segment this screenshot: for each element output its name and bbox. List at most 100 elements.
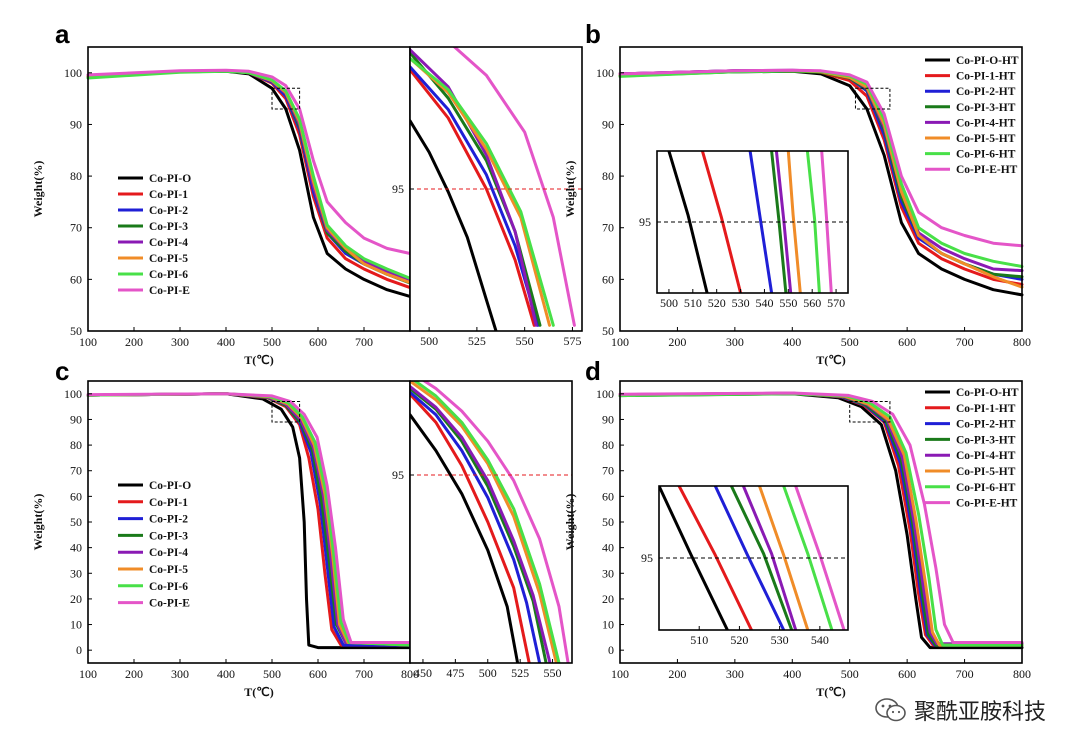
inset-line-6: [782, 486, 834, 630]
legend-label: Co-PI-1-HT: [956, 71, 1016, 83]
y-tick-label: 50: [602, 515, 614, 529]
legend-label: Co-PI-4: [149, 237, 188, 249]
y-tick-label: 100: [596, 387, 614, 401]
y-tick-label: 70: [70, 464, 82, 478]
legend-label: Co-PI-4-HT: [956, 117, 1016, 129]
y-tick-label: 90: [70, 412, 82, 426]
inset-line-6: [410, 56, 555, 327]
x-axis-label: T(℃): [816, 353, 845, 367]
inset-line-3: [770, 151, 788, 293]
y-tick-label: 100: [596, 66, 614, 80]
inset-line-4: [410, 385, 552, 663]
inset: 95 500 525 550 575: [392, 46, 583, 348]
inset-x-tick-label: 530: [771, 633, 789, 647]
x-axis-label: T(℃): [244, 685, 273, 699]
y-tick-label: 20: [602, 592, 614, 606]
plot-frame: [87, 380, 411, 664]
x-tick-label: 600: [309, 667, 327, 681]
plot-frame: [87, 46, 411, 332]
inset-line-3: [729, 486, 794, 630]
y-tick-label: 100: [64, 66, 82, 80]
panel-letter: a: [55, 19, 70, 49]
watermark: 聚酰亚胺科技: [874, 694, 1046, 726]
y-tick-label: 70: [70, 221, 82, 235]
x-tick-label: 600: [898, 335, 916, 349]
legend-label: Co-PI-O-HT: [956, 55, 1019, 67]
inset-line-O: [410, 413, 520, 663]
legend: Co-PI-O-HT Co-PI-1-HT Co-PI-2-HT Co-PI-3-HT…: [925, 387, 1019, 510]
inset-x-tick-label: 550: [516, 334, 534, 348]
inset-x-tick-label: 550: [779, 296, 797, 310]
x-tick-label: 200: [125, 335, 143, 349]
y-axis-label: Weight(%): [563, 161, 577, 218]
inset-line-5: [410, 381, 558, 663]
x-tick-label: 600: [898, 667, 916, 681]
legend-label: Co-PI-6-HT: [956, 149, 1016, 161]
inset-x-tick-label: 500: [660, 296, 678, 310]
x-tick-label: 700: [355, 335, 373, 349]
inset-x-tick-label: 500: [479, 666, 497, 680]
legend-label: Co-PI-1-HT: [956, 403, 1016, 415]
reference-label: 95: [392, 468, 404, 482]
y-tick-label: 30: [70, 566, 82, 580]
inset-x-tick-label: 520: [708, 296, 726, 310]
inset-line-4: [410, 48, 538, 327]
series-group: [618, 391, 1024, 650]
x-tick-label: 500: [263, 335, 281, 349]
inset-x-tick-label: 500: [420, 334, 438, 348]
inset-x-tick-label: 450: [414, 666, 432, 680]
inset-line-4: [741, 486, 798, 630]
x-tick-label: 300: [171, 667, 189, 681]
series-line-2: [86, 69, 412, 283]
series-line-6: [86, 69, 412, 280]
y-tick-label: 70: [602, 464, 614, 478]
x-tick-label: 400: [783, 667, 801, 681]
legend-label: Co-PI-2-HT: [956, 86, 1016, 98]
y-tick-label: 90: [602, 117, 614, 131]
x-tick-label: 800: [1013, 335, 1031, 349]
inset-line-2: [748, 151, 774, 293]
plot-frame: [619, 46, 1023, 332]
series-line-E: [618, 391, 1024, 644]
reference-label: 95: [639, 215, 651, 229]
x-tick-label: 500: [841, 335, 859, 349]
x-tick-label: 800: [1013, 667, 1031, 681]
inset-x-tick-label: 560: [803, 296, 821, 310]
wechat-logo-icon: [875, 698, 906, 722]
inset-x-tick-label: 530: [732, 296, 750, 310]
x-tick-label: 700: [956, 667, 974, 681]
legend: Co-PI-O-HT Co-PI-1-HT Co-PI-2-HT Co-PI-3-HT…: [925, 55, 1019, 176]
inset-line-5: [786, 151, 802, 293]
inset-line-E: [794, 486, 846, 630]
legend-label: Co-PI-O-HT: [956, 387, 1019, 399]
legend-label: Co-PI-3-HT: [956, 434, 1016, 446]
x-tick-label: 200: [125, 667, 143, 681]
inset-line-5: [758, 486, 810, 630]
y-tick-label: 80: [70, 438, 82, 452]
legend-label: Co-PI-3: [149, 530, 188, 542]
x-tick-label: 800: [401, 667, 419, 681]
x-tick-label: 300: [171, 335, 189, 349]
series-group: [618, 68, 1024, 297]
series-line-E: [86, 68, 412, 255]
series-line-E: [86, 392, 412, 644]
inset-line-E: [820, 151, 833, 293]
inset-x-tick-label: 525: [511, 666, 529, 680]
inset-x-tick-label: 540: [755, 296, 773, 310]
inset-x-tick-label: 540: [811, 633, 829, 647]
inset-x-tick-label: 475: [446, 666, 464, 680]
y-tick-label: 90: [602, 412, 614, 426]
legend-label: Co-PI-2: [149, 205, 188, 217]
y-tick-label: 10: [602, 618, 614, 632]
inset-line-1: [700, 151, 743, 293]
inset-line-6: [805, 151, 821, 293]
inset-x-tick-label: 510: [684, 296, 702, 310]
panel-letter: b: [585, 19, 601, 49]
y-tick-label: 50: [70, 324, 82, 338]
legend-label: Co-PI-E: [149, 598, 190, 610]
y-tick-label: 60: [70, 489, 82, 503]
inset-x-tick-label: 525: [468, 334, 486, 348]
panel-b: b 100 200 300 400 500 600 700 800 50 60 70 80 90 100 T(…: [563, 19, 1031, 367]
y-tick-label: 80: [70, 169, 82, 183]
y-tick-label: 30: [602, 566, 614, 580]
